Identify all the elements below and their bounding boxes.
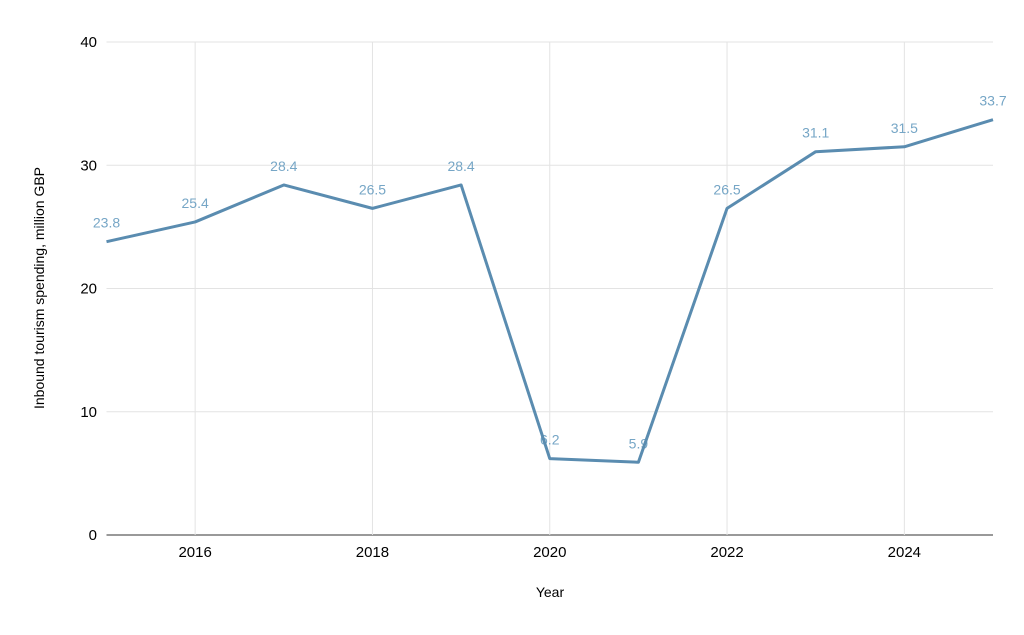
x-tick-label: 2016 bbox=[178, 544, 211, 561]
y-tick-label: 30 bbox=[80, 157, 97, 174]
tick-labels: 0 10 20 30 40 2016 2018 2020 2022 2024 bbox=[80, 34, 921, 561]
point-data-label: 28.4 bbox=[447, 158, 474, 174]
x-tick-label: 2018 bbox=[356, 544, 389, 561]
y-tick-label: 0 bbox=[89, 527, 97, 544]
point-data-label: 33.7 bbox=[979, 93, 1006, 109]
x-axis-title: Year bbox=[536, 584, 565, 600]
point-data-label: 28.4 bbox=[270, 158, 297, 174]
point-data-label: 25.4 bbox=[182, 195, 209, 211]
point-data-label: 31.5 bbox=[891, 120, 918, 136]
y-tick-label: 20 bbox=[80, 281, 97, 298]
y-tick-label: 10 bbox=[80, 404, 97, 421]
y-tick-label: 40 bbox=[80, 34, 97, 51]
x-tick-label: 2024 bbox=[888, 544, 921, 561]
x-tick-label: 2020 bbox=[533, 544, 566, 561]
point-data-label: 26.5 bbox=[359, 181, 386, 197]
series-line[interactable] bbox=[106, 118, 994, 464]
y-axis-title: Inbound tourism spending, million GBP bbox=[31, 167, 47, 409]
series bbox=[106, 118, 994, 464]
point-data-label: 23.8 bbox=[93, 215, 120, 231]
point-data-label: 26.5 bbox=[713, 181, 740, 197]
data-labels: 23.825.428.426.528.46.2 5.926.531.1 31.533… bbox=[93, 93, 1007, 452]
x-tick-label: 2022 bbox=[710, 544, 743, 561]
point-data-label: 31.1 bbox=[802, 125, 829, 141]
gridlines bbox=[106, 41, 993, 536]
